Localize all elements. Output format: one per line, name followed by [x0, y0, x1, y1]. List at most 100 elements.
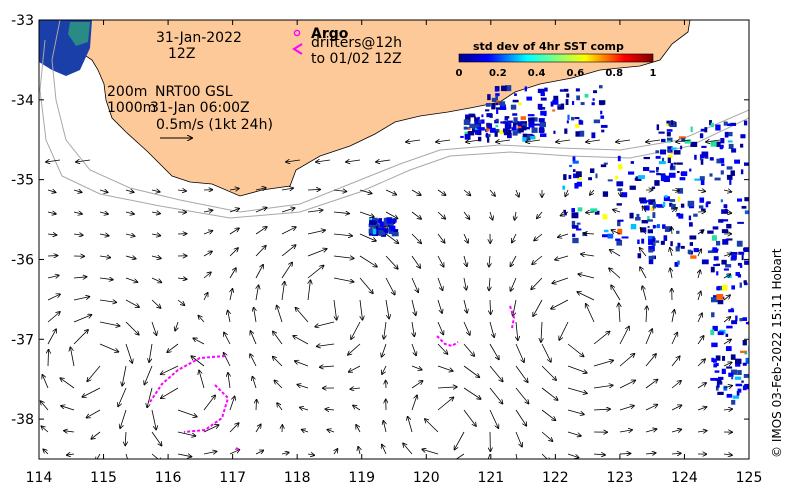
sst-pixel — [463, 126, 468, 130]
sst-pixel — [739, 350, 747, 353]
sst-pixel — [575, 171, 582, 178]
sst-pixel — [369, 224, 375, 228]
current-arrow — [48, 350, 49, 367]
current-arrow — [463, 189, 470, 195]
drifters-label: drifters@12h — [311, 35, 402, 51]
sst-pixel — [598, 100, 606, 105]
sst-pixel — [719, 145, 724, 150]
sst-pixel — [571, 100, 575, 105]
current-arrow — [99, 343, 118, 352]
current-arrow — [567, 387, 587, 393]
current-arrow — [73, 277, 87, 278]
current-arrow — [99, 234, 109, 236]
current-arrow — [151, 299, 161, 308]
sst-pixel — [594, 210, 600, 215]
current-arrow — [307, 189, 320, 190]
sst-pixel — [391, 232, 399, 237]
current-arrow — [541, 453, 550, 459]
sst-pixel — [615, 238, 621, 241]
sst-pixel — [566, 120, 569, 124]
sst-pixel — [530, 135, 536, 140]
current-arrow — [552, 277, 569, 283]
sst-pixel — [603, 229, 609, 233]
drifter-track-1 — [149, 355, 226, 403]
sst-pixel — [575, 131, 580, 137]
model-time-label: 31-Jan 06:00Z — [150, 100, 250, 116]
sst-pixel — [560, 103, 565, 110]
sst-pixel — [735, 383, 743, 387]
sst-pixel — [575, 124, 580, 128]
sst-pixel — [662, 224, 666, 229]
sst-pixel — [667, 154, 673, 159]
current-arrow — [463, 211, 469, 219]
sst-pixel — [485, 132, 489, 138]
current-arrow — [541, 343, 551, 362]
sst-pixel — [712, 325, 718, 332]
current-arrow — [671, 453, 681, 454]
sst-pixel — [740, 143, 744, 148]
sst-pixel — [557, 105, 564, 110]
sst-pixel — [621, 236, 629, 239]
sst-pixel — [593, 119, 601, 124]
sst-pixel — [730, 251, 738, 255]
current-arrow — [510, 255, 517, 266]
drifter-marker-icon — [292, 43, 303, 55]
sst-pixel — [391, 218, 397, 223]
drifter-tracks — [149, 305, 516, 451]
current-arrow — [671, 208, 677, 213]
sst-pixel — [715, 385, 719, 391]
current-arrow — [333, 212, 349, 214]
current-arrow — [325, 409, 335, 410]
current-arrow — [125, 234, 135, 236]
current-arrow — [356, 425, 361, 433]
sst-pixel — [734, 358, 742, 365]
current-arrow — [437, 189, 446, 195]
sst-pixel — [600, 115, 605, 119]
sst-pixel — [723, 204, 728, 208]
sst-pixel — [520, 116, 526, 120]
current-arrow — [515, 431, 522, 447]
current-arrow — [273, 331, 283, 345]
current-arrow — [619, 303, 620, 323]
current-arrow — [99, 212, 108, 214]
current-arrow — [533, 299, 543, 316]
current-arrow — [82, 387, 101, 397]
current-arrow — [359, 299, 362, 320]
sst-pixel — [716, 263, 721, 266]
current-arrow — [642, 286, 647, 301]
current-arrow — [349, 365, 361, 372]
sst-pixel — [505, 85, 512, 92]
sst-pixel — [712, 226, 719, 230]
current-arrow — [697, 383, 706, 389]
sst-pixel — [680, 171, 688, 177]
current-arrow — [125, 343, 132, 363]
current-arrow — [41, 401, 49, 411]
sst-pixel — [526, 96, 533, 101]
sst-pixel — [504, 125, 509, 131]
sst-pixel — [512, 131, 518, 136]
sst-pixel — [651, 241, 656, 246]
sst-pixel — [494, 128, 500, 133]
sst-pixel — [381, 227, 386, 231]
current-arrow — [489, 365, 503, 381]
sst-pixel — [648, 239, 654, 245]
sst-pixel — [486, 126, 490, 132]
sst-pixel — [495, 118, 499, 122]
current-arrow — [327, 430, 335, 432]
current-arrow — [454, 431, 465, 450]
current-arrow — [42, 375, 49, 389]
sst-pixel — [616, 239, 623, 246]
sst-pixel — [617, 188, 623, 192]
current-arrow — [177, 409, 197, 417]
sst-pixel — [636, 213, 640, 220]
current-arrow — [177, 278, 187, 279]
sst-pixel — [726, 223, 732, 229]
sst-pixel — [717, 299, 724, 305]
current-arrow — [286, 160, 301, 162]
current-arrow — [359, 189, 372, 193]
current-arrow — [96, 453, 101, 459]
current-arrow — [697, 407, 707, 410]
current-arrow — [489, 321, 494, 337]
sst-pixel — [711, 342, 718, 348]
sst-pixel — [381, 232, 386, 235]
